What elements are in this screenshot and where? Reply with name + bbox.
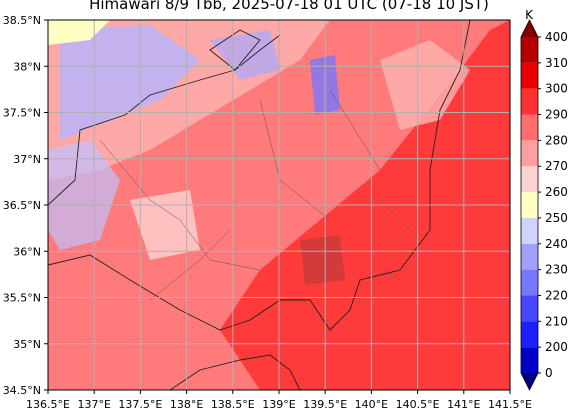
colorbar-segment: [521, 140, 538, 167]
colorbar-segment: [521, 88, 538, 115]
colorbar-segment: [521, 321, 538, 348]
y-tick-label: 37°N: [13, 153, 41, 166]
colorbar-label: 230: [545, 263, 568, 277]
colorbar-segment: [521, 243, 538, 270]
colorbar-segment: [521, 192, 538, 218]
colorbar-label: 200: [545, 340, 568, 354]
y-tick-label: 35.5°N: [3, 292, 41, 305]
colorbar-segment: [521, 269, 538, 296]
colorbar-label: 250: [545, 211, 568, 225]
colorbar-segment: [521, 114, 538, 141]
x-tick-label: 141.5°E: [488, 398, 532, 409]
colorbar-label: 300: [545, 82, 568, 96]
colorbar-extension: [521, 20, 538, 37]
x-tick-label: 139°E: [262, 398, 295, 409]
x-tick-label: 138.5°E: [211, 398, 255, 409]
colorbar-label: 220: [545, 288, 568, 302]
y-tick-label: 38.5°N: [3, 14, 41, 27]
x-tick-label: 137°E: [77, 398, 110, 409]
x-tick-label: 141°E: [447, 398, 480, 409]
map-title: Himawari 8/9 Tbb, 2025-07-18 01 UTC (07-…: [89, 0, 489, 13]
y-tick-label: 34.5°N: [3, 384, 41, 397]
y-tick-label: 36.5°N: [3, 199, 41, 212]
colorbar-segment: [521, 217, 538, 244]
y-tick-label: 36°N: [13, 245, 41, 258]
x-tick-label: 140.5°E: [396, 398, 440, 409]
colorbar-unit: K: [525, 8, 534, 22]
colorbar-segment: [521, 166, 538, 193]
colorbar-label: 240: [545, 237, 568, 251]
colorbar-label: 210: [545, 314, 568, 328]
y-tick-label: 35°N: [13, 338, 41, 351]
x-tick-label: 139.5°E: [303, 398, 347, 409]
colorbar-segment: [521, 62, 538, 89]
colorbar-label: 260: [545, 185, 568, 199]
colorbar-label: 290: [545, 108, 568, 122]
x-tick-label: 138°E: [170, 398, 203, 409]
colorbar-segment: [521, 347, 538, 373]
colorbar-label: 400: [545, 30, 568, 44]
x-tick-label: 137.5°E: [118, 398, 162, 409]
colorbar-extension: [521, 373, 538, 390]
x-tick-label: 136.5°E: [26, 398, 70, 409]
colorbar-segment: [521, 295, 538, 322]
y-tick-label: 37.5°N: [3, 107, 41, 120]
colorbar-label: 270: [545, 159, 568, 173]
x-tick-label: 140°E: [355, 398, 388, 409]
colorbar-label: 280: [545, 133, 568, 147]
y-tick-label: 38°N: [13, 60, 41, 73]
colorbar-segment: [521, 37, 538, 63]
colorbar-label: 0: [545, 366, 553, 380]
colorbar-label: 310: [545, 56, 568, 70]
